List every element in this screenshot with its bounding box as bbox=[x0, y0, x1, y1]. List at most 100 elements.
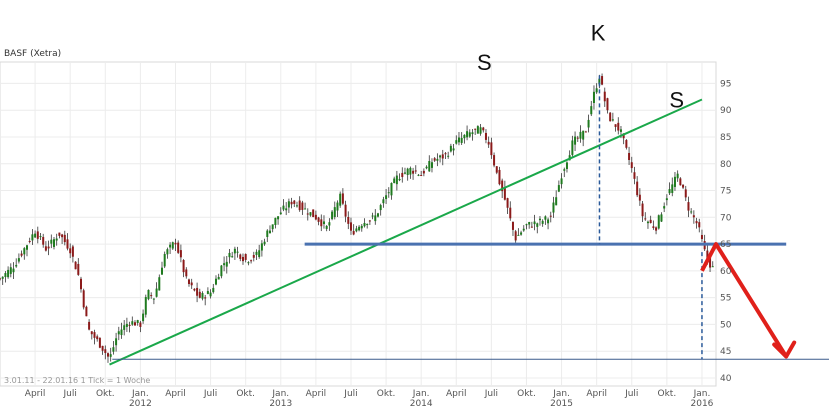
candle-body bbox=[660, 214, 663, 222]
candle-body bbox=[657, 215, 660, 229]
candle-body bbox=[403, 172, 406, 174]
candle-body bbox=[274, 217, 277, 225]
candle-body bbox=[571, 140, 574, 155]
candle-body bbox=[36, 231, 39, 239]
candle-body bbox=[82, 290, 85, 308]
chart-grid bbox=[0, 61, 717, 387]
candle-body bbox=[646, 221, 649, 224]
candle-body bbox=[425, 166, 428, 169]
candle-body bbox=[495, 166, 498, 173]
candle-body bbox=[584, 131, 587, 133]
candle-body bbox=[0, 278, 1, 280]
candle-body bbox=[536, 223, 539, 227]
candle-body bbox=[636, 181, 639, 196]
candle-body bbox=[158, 277, 161, 291]
candle-body bbox=[644, 218, 647, 220]
x-tick-label: Jan. bbox=[412, 389, 430, 399]
x-tick-label: Jan. bbox=[693, 389, 711, 399]
candle-body bbox=[277, 216, 280, 220]
y-tick-label: 70 bbox=[720, 213, 732, 223]
candle-body bbox=[533, 221, 536, 225]
candle-body bbox=[282, 205, 285, 210]
x-tick-label: Juli bbox=[63, 389, 77, 399]
candle-body bbox=[468, 132, 471, 137]
x-tick-label: Okt. bbox=[377, 389, 396, 399]
candle-body bbox=[452, 148, 455, 151]
candle-body bbox=[587, 119, 590, 128]
candle-body bbox=[120, 329, 123, 336]
candle-body bbox=[214, 278, 217, 285]
candle-body bbox=[220, 265, 223, 277]
candle-body bbox=[574, 136, 577, 145]
candle-body bbox=[96, 336, 99, 340]
candle-body bbox=[360, 225, 363, 229]
y-tick-label: 85 bbox=[720, 133, 731, 143]
candle-body bbox=[366, 224, 369, 226]
candle-body bbox=[406, 168, 409, 175]
candle-body bbox=[652, 226, 655, 228]
candle-body bbox=[665, 198, 668, 201]
candle-body bbox=[79, 278, 82, 290]
candle-body bbox=[28, 240, 31, 242]
x-tick-label: April bbox=[586, 389, 607, 399]
candle-body bbox=[385, 195, 388, 200]
candle-body bbox=[312, 209, 315, 218]
candle-body bbox=[698, 222, 701, 228]
candle-body bbox=[547, 219, 550, 224]
candle-body bbox=[687, 202, 690, 211]
projection-arrowhead bbox=[772, 340, 797, 359]
candle-body bbox=[520, 232, 523, 235]
candle-body bbox=[679, 178, 682, 186]
candle-body bbox=[115, 338, 118, 346]
left-shoulder-label: S bbox=[477, 50, 492, 75]
candle-body bbox=[223, 263, 226, 266]
candle-body bbox=[241, 256, 244, 262]
candle-body bbox=[174, 242, 177, 245]
candle-body bbox=[541, 220, 544, 224]
candle-body bbox=[125, 323, 128, 327]
candle-body bbox=[695, 221, 698, 224]
candle-body bbox=[117, 331, 120, 335]
candle-body bbox=[487, 141, 490, 145]
candle-body bbox=[560, 178, 563, 185]
candle-body bbox=[295, 205, 298, 207]
candle-body bbox=[617, 122, 620, 131]
candle-body bbox=[501, 180, 504, 192]
candle-body bbox=[152, 298, 155, 300]
candle-body bbox=[252, 255, 255, 258]
candle-body bbox=[50, 239, 53, 244]
candle-body bbox=[692, 215, 695, 218]
candle-body bbox=[655, 227, 658, 231]
candle-body bbox=[463, 134, 466, 139]
candle-body bbox=[476, 126, 479, 134]
candle-body bbox=[287, 201, 290, 208]
candle-body bbox=[198, 291, 201, 298]
candle-body bbox=[171, 242, 174, 249]
candle-body bbox=[449, 145, 452, 152]
trendline bbox=[109, 98, 703, 366]
x-tick-label: Jan. bbox=[552, 389, 570, 399]
candle-body bbox=[379, 205, 382, 211]
candle-body bbox=[565, 162, 568, 169]
candle-body bbox=[166, 249, 169, 255]
candle-body bbox=[98, 337, 101, 348]
candle-body bbox=[231, 256, 234, 258]
candle-body bbox=[525, 224, 528, 226]
candle-body bbox=[341, 193, 344, 204]
candle-body bbox=[88, 321, 91, 330]
candle-body bbox=[196, 287, 199, 296]
x-tick-label: Jan. bbox=[131, 389, 149, 399]
candle-body bbox=[185, 269, 188, 277]
candle-body bbox=[123, 325, 126, 330]
x-tick-label: Okt. bbox=[96, 389, 115, 399]
x-tick-label: April bbox=[446, 389, 467, 399]
candle-body bbox=[314, 214, 317, 220]
candle-body bbox=[598, 78, 601, 85]
candle-body bbox=[649, 219, 652, 224]
candle-body bbox=[163, 253, 166, 267]
y-tick-label: 60 bbox=[720, 267, 732, 277]
candle-body bbox=[139, 322, 142, 327]
candle-body bbox=[352, 231, 355, 235]
x-tick-label: Juli bbox=[624, 389, 638, 399]
candle-body bbox=[236, 251, 239, 253]
